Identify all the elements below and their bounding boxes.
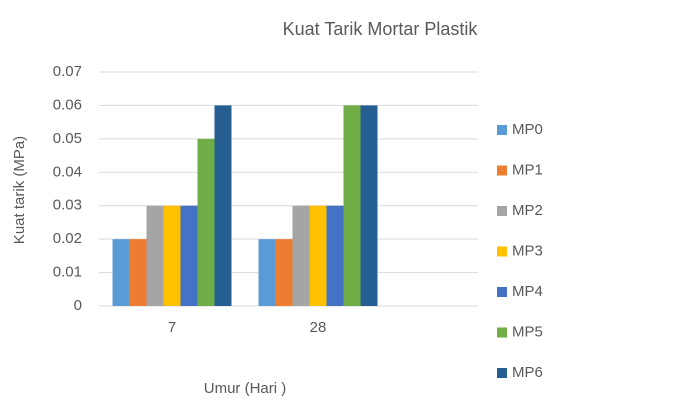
bar [129, 239, 147, 306]
y-tick-label: 0.02 [53, 230, 82, 247]
legend-swatch [497, 165, 507, 176]
bar [292, 205, 310, 306]
bar [214, 105, 232, 306]
x-tick-label: 7 [168, 319, 176, 336]
legend-label: MP3 [512, 242, 543, 259]
y-tick-label: 0 [74, 297, 82, 314]
y-tick-label: 0.01 [53, 264, 82, 281]
legend-swatch [497, 125, 507, 135]
y-tick-label: 0.03 [53, 197, 82, 214]
bar [326, 205, 344, 306]
x-axis-label: Umur (Hari ) [204, 380, 287, 397]
legend-label: MP0 [512, 121, 543, 138]
legend-label: MP6 [512, 364, 543, 381]
y-axis-label: Kuat tarik (MPa) [11, 136, 28, 244]
legend-swatch [497, 246, 507, 257]
bar [343, 105, 361, 306]
bar [180, 205, 198, 306]
bar [163, 205, 181, 306]
y-tick-label: 0.06 [53, 96, 82, 113]
bar [146, 205, 164, 306]
y-tick-label: 0.05 [53, 130, 82, 147]
legend-swatch [497, 368, 507, 378]
y-tick-label: 0.04 [53, 163, 82, 180]
chart-title: Kuat Tarik Mortar Plastik [283, 19, 479, 39]
bar [360, 105, 378, 306]
bar [197, 138, 215, 306]
bar [275, 239, 293, 306]
legend-swatch [497, 327, 507, 338]
bar [309, 205, 327, 306]
legend-label: MP5 [512, 323, 543, 340]
bar [258, 239, 276, 306]
x-tick-label: 28 [310, 319, 327, 336]
legend-label: MP2 [512, 202, 543, 219]
legend-swatch [497, 206, 507, 216]
legend-label: MP4 [512, 283, 543, 300]
legend-swatch [497, 287, 507, 297]
legend-label: MP1 [512, 161, 543, 178]
y-tick-label: 0.07 [53, 63, 82, 80]
bar [112, 239, 130, 306]
